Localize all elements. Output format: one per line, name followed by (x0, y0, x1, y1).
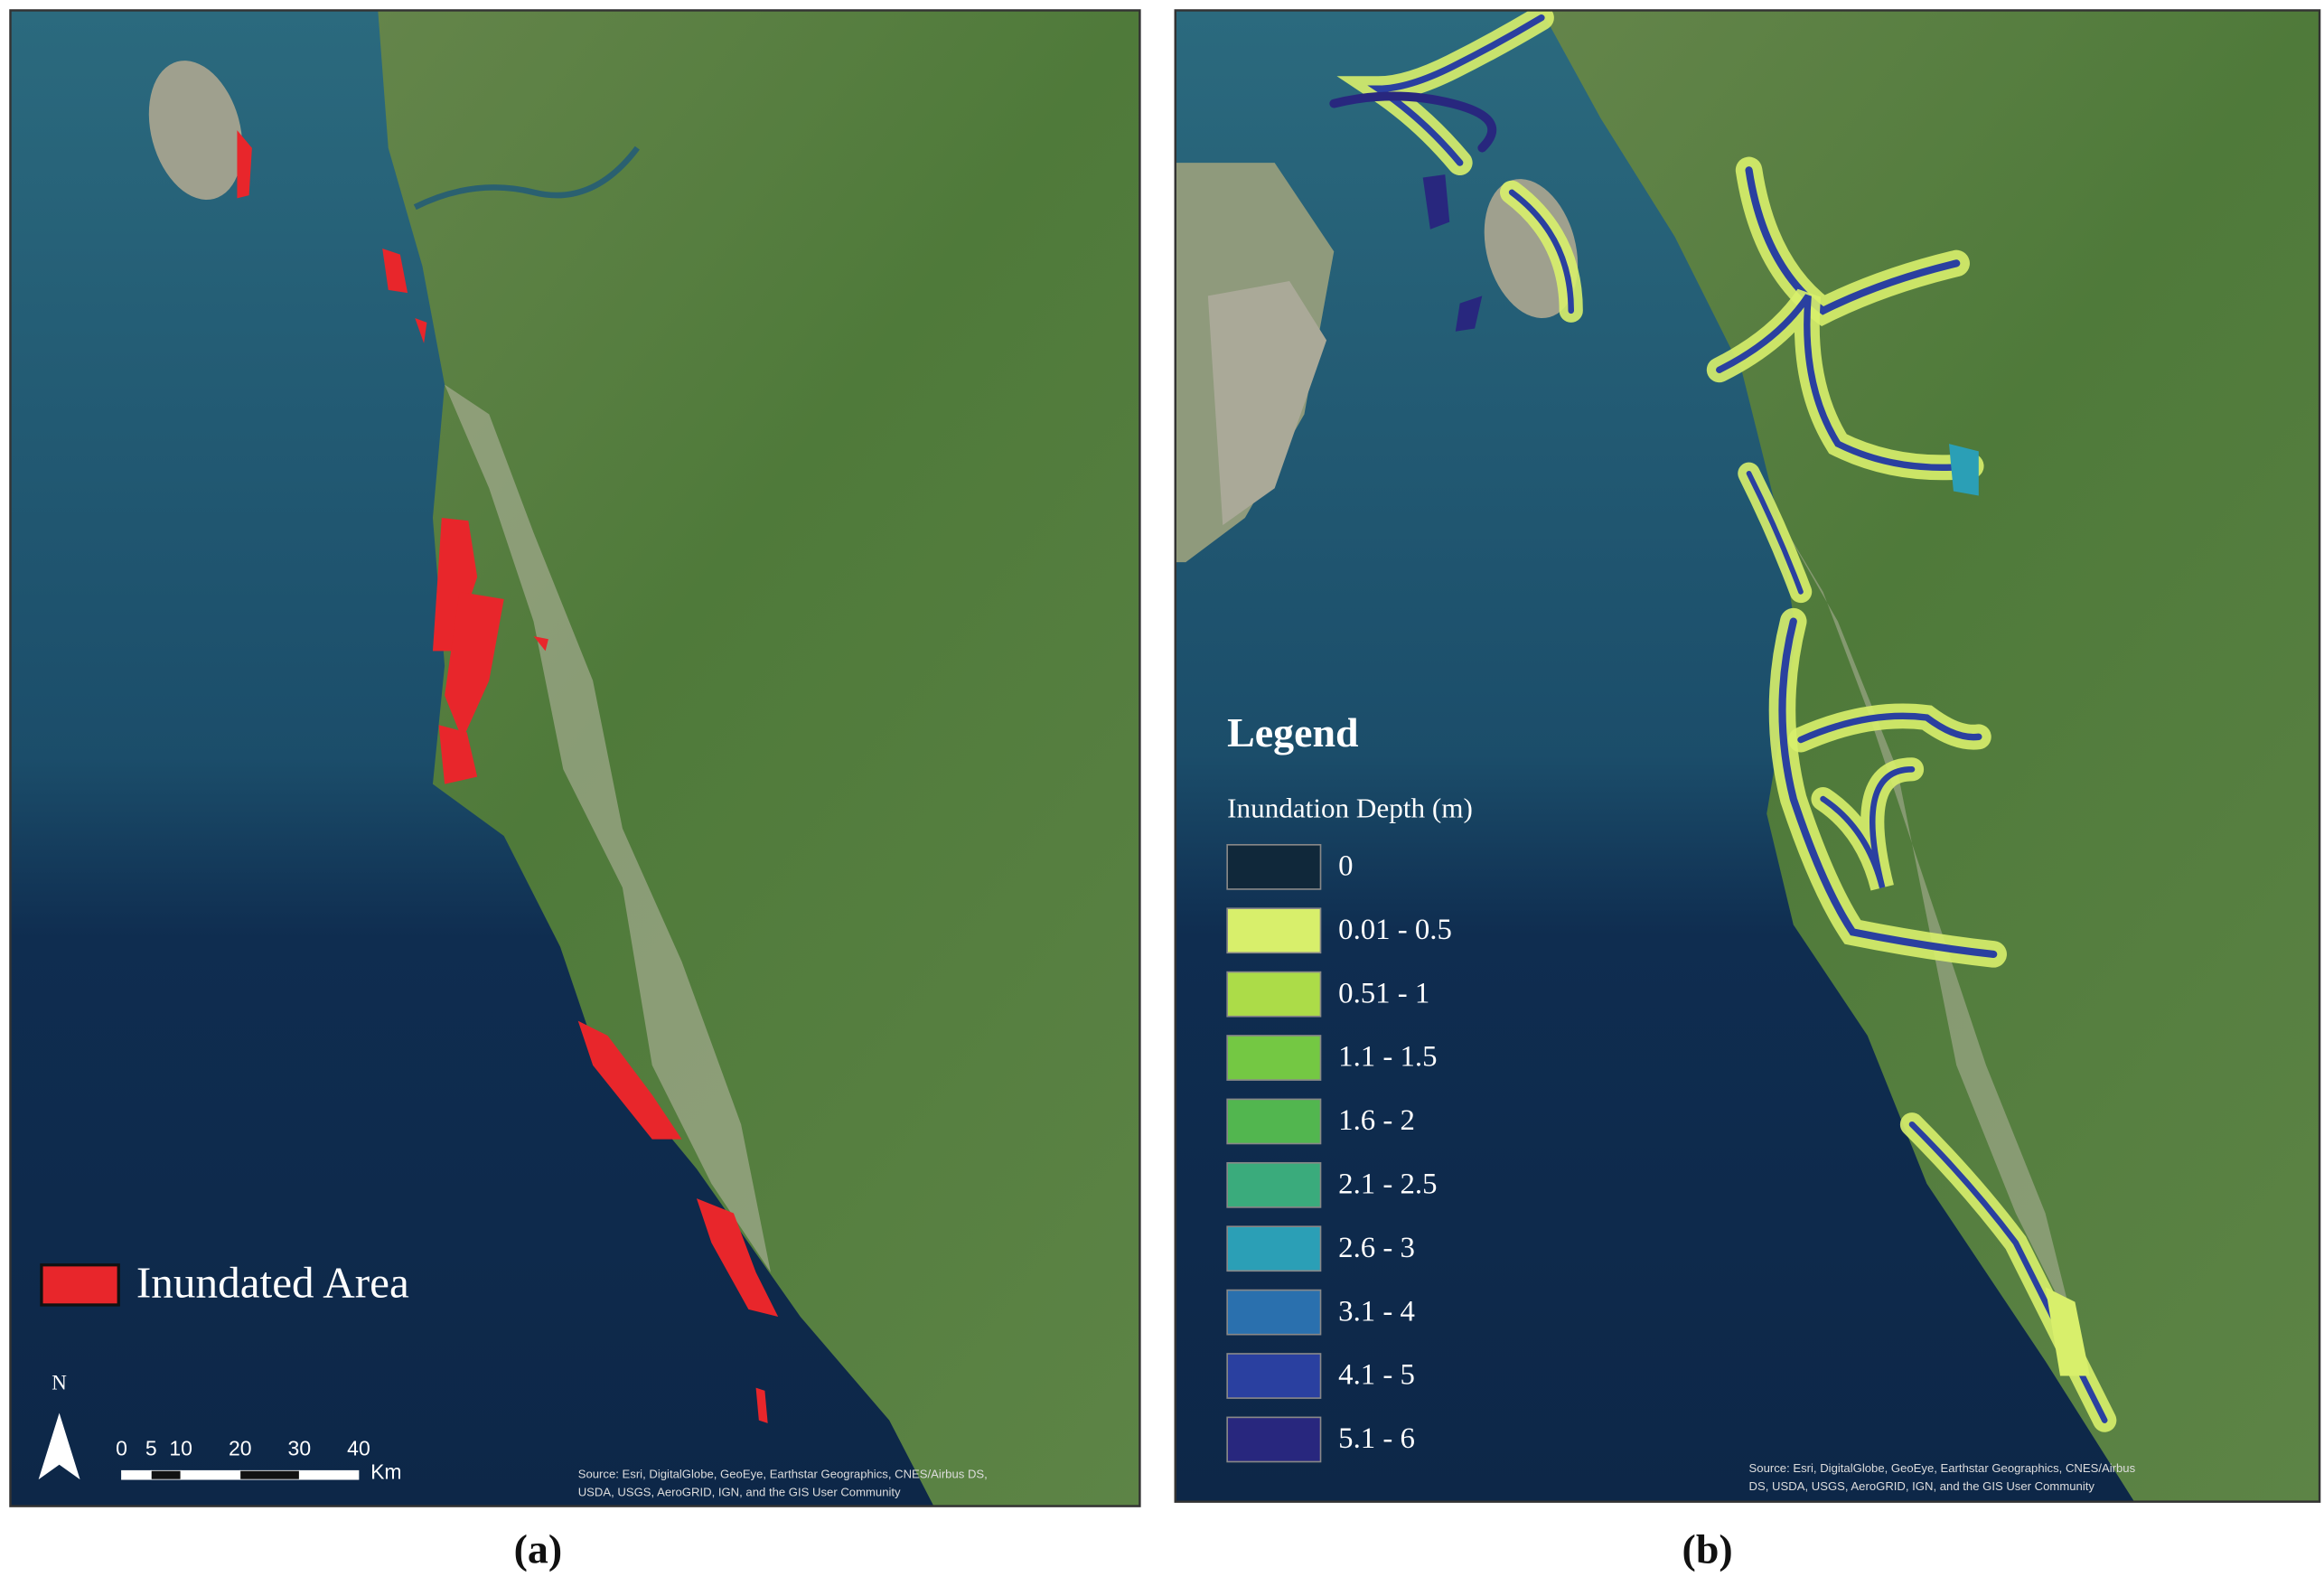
legend-swatch (1226, 1035, 1322, 1081)
inundated-patch (696, 1198, 779, 1318)
scale-label: 40 (347, 1436, 370, 1459)
scale-segment (239, 1469, 300, 1480)
legend-label: 0.01 - 0.5 (1338, 914, 1452, 946)
legend-swatch (1226, 1353, 1322, 1399)
inundation-depth (1329, 10, 2117, 1432)
legend: 0 0.01 - 0.5 0.51 - 1 1.1 - 1.5 1.6 - 2 2.1 -… (1226, 843, 1452, 1463)
scale-segment (298, 1469, 360, 1480)
sea (1175, 10, 2135, 1502)
inundated-patch (415, 317, 427, 343)
depth-channel (1778, 617, 1998, 959)
depth-channel (1367, 14, 1545, 166)
legend-subtitle: Inundation Depth (m) (1227, 792, 1473, 823)
scale-segment (150, 1469, 182, 1480)
legend-label: 5.1 - 6 (1338, 1422, 1415, 1455)
inundated-patch (445, 591, 504, 740)
scale-label: 10 (169, 1436, 192, 1459)
attribution: Source: Esri, DigitalGlobe, GeoEye, Eart… (1749, 1461, 2136, 1475)
depth-channel (1745, 166, 1961, 315)
legend-swatch (1226, 1289, 1322, 1336)
legend-swatch (1226, 1098, 1322, 1145)
scale-label: 30 (288, 1436, 312, 1459)
depth-channel (1716, 283, 1975, 471)
legend-label: 2.6 - 3 (1338, 1232, 1415, 1264)
depth-channel (1746, 471, 1804, 595)
coastal-plain (445, 384, 771, 1272)
north-arrow (38, 1412, 80, 1480)
depth-channel (1820, 766, 1916, 889)
legend-swatch (40, 1263, 120, 1307)
inundated-patch (432, 517, 478, 652)
inundated-patch (533, 635, 548, 652)
legend-swatch (1226, 971, 1322, 1018)
legend-swatch (1226, 1416, 1322, 1463)
legend-label: 0 (1338, 850, 1353, 883)
inundated-patch (577, 1020, 682, 1140)
map-a (10, 10, 1140, 1506)
legend-label: 1.6 - 2 (1338, 1104, 1415, 1137)
depth-patch (1422, 174, 1450, 230)
inundated-patch (438, 725, 478, 784)
caption: (a) (514, 1526, 563, 1572)
map-b (1175, 10, 2320, 1502)
depth-patch (1949, 444, 1979, 496)
legend-label: 2.1 - 2.5 (1338, 1168, 1437, 1201)
frame-b (1174, 9, 2321, 1503)
scale-label: 0 (116, 1436, 127, 1459)
scale-label: 5 (145, 1436, 157, 1459)
caption: (b) (1682, 1526, 1733, 1572)
inundated-patch (755, 1387, 768, 1423)
scale-unit: Km (370, 1460, 401, 1484)
legend-label: 4.1 - 5 (1338, 1359, 1415, 1392)
depth-patch (1455, 296, 1483, 332)
legend-label: 3.1 - 4 (1338, 1295, 1415, 1328)
legend-swatch (1226, 907, 1322, 954)
depth-channel (1508, 189, 1575, 314)
legend-label: 1.1 - 1.5 (1338, 1041, 1437, 1074)
legend-label: Inundated Area (136, 1258, 409, 1308)
inundated-patch (237, 130, 252, 199)
north-label: N (52, 1372, 67, 1394)
river (413, 145, 640, 211)
scale-segment (121, 1469, 152, 1480)
legend-label: 0.51 - 1 (1338, 977, 1429, 1009)
attribution: DS, USDA, USGS, AeroGRID, IGN, and the G… (1749, 1479, 2095, 1493)
island (1484, 179, 1579, 318)
scale-label: 20 (229, 1436, 252, 1459)
legend-swatch (1226, 1225, 1322, 1272)
legend-swatch (1226, 1161, 1322, 1208)
scale-segment (180, 1469, 241, 1480)
inundated-areas (237, 130, 779, 1423)
island (1207, 281, 1327, 526)
legend-title: Legend (1227, 709, 1358, 755)
legend-swatch (1226, 843, 1322, 890)
sea (10, 10, 934, 1506)
attribution: USDA, USGS, AeroGRID, IGN, and the GIS U… (578, 1485, 901, 1498)
island (148, 61, 243, 201)
depth-channel (1329, 91, 1497, 153)
depth-patch (2045, 1287, 2090, 1376)
frame-a (9, 9, 1141, 1507)
coastal-plain (1778, 517, 2076, 1332)
inundated-patch (382, 249, 408, 294)
attribution: Source: Esri, DigitalGlobe, GeoEye, Eart… (578, 1468, 988, 1481)
depth-channel (1797, 712, 1982, 744)
